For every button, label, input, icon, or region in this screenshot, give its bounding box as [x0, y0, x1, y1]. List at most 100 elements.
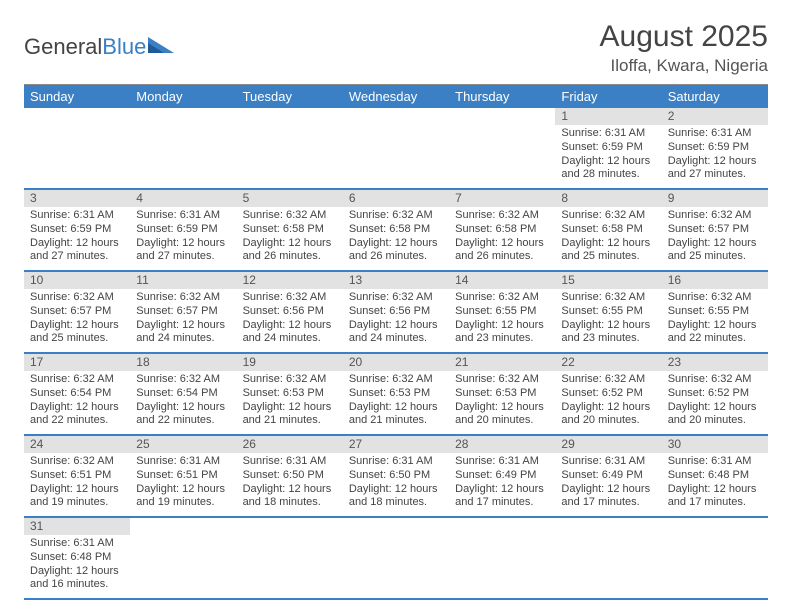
- calendar-day-cell: 11Sunrise: 6:32 AMSunset: 6:57 PMDayligh…: [130, 271, 236, 353]
- calendar-day-cell: [237, 108, 343, 189]
- sunset-text: Sunset: 6:55 PM: [561, 305, 655, 319]
- sunrise-text: Sunrise: 6:32 AM: [243, 209, 337, 223]
- calendar-day-cell: 18Sunrise: 6:32 AMSunset: 6:54 PMDayligh…: [130, 353, 236, 435]
- day-info: Sunrise: 6:31 AMSunset: 6:49 PMDaylight:…: [449, 453, 555, 516]
- sunrise-text: Sunrise: 6:31 AM: [243, 455, 337, 469]
- day-info: Sunrise: 6:32 AMSunset: 6:58 PMDaylight:…: [449, 207, 555, 270]
- weekday-header-row: Sunday Monday Tuesday Wednesday Thursday…: [24, 85, 768, 108]
- daylight-text: Daylight: 12 hours and 26 minutes.: [349, 237, 443, 265]
- weekday-header: Tuesday: [237, 85, 343, 108]
- daylight-text: Daylight: 12 hours and 19 minutes.: [30, 483, 124, 511]
- sunrise-text: Sunrise: 6:32 AM: [30, 455, 124, 469]
- calendar-day-cell: 2Sunrise: 6:31 AMSunset: 6:59 PMDaylight…: [662, 108, 768, 189]
- calendar-day-cell: 9Sunrise: 6:32 AMSunset: 6:57 PMDaylight…: [662, 189, 768, 271]
- sunrise-text: Sunrise: 6:32 AM: [136, 291, 230, 305]
- daylight-text: Daylight: 12 hours and 17 minutes.: [561, 483, 655, 511]
- sunset-text: Sunset: 6:49 PM: [561, 469, 655, 483]
- calendar-day-cell: [343, 517, 449, 599]
- day-number: 22: [555, 354, 661, 371]
- calendar-day-cell: 8Sunrise: 6:32 AMSunset: 6:58 PMDaylight…: [555, 189, 661, 271]
- calendar-day-cell: 21Sunrise: 6:32 AMSunset: 6:53 PMDayligh…: [449, 353, 555, 435]
- sunset-text: Sunset: 6:54 PM: [136, 387, 230, 401]
- sunrise-text: Sunrise: 6:32 AM: [136, 373, 230, 387]
- sunrise-text: Sunrise: 6:31 AM: [455, 455, 549, 469]
- calendar-day-cell: 5Sunrise: 6:32 AMSunset: 6:58 PMDaylight…: [237, 189, 343, 271]
- sunset-text: Sunset: 6:51 PM: [136, 469, 230, 483]
- sunset-text: Sunset: 6:54 PM: [30, 387, 124, 401]
- calendar-day-cell: [662, 517, 768, 599]
- daylight-text: Daylight: 12 hours and 20 minutes.: [561, 401, 655, 429]
- calendar-day-cell: 17Sunrise: 6:32 AMSunset: 6:54 PMDayligh…: [24, 353, 130, 435]
- sunset-text: Sunset: 6:56 PM: [349, 305, 443, 319]
- day-info: Sunrise: 6:31 AMSunset: 6:59 PMDaylight:…: [130, 207, 236, 270]
- day-number: 1: [555, 108, 661, 125]
- weekday-header: Saturday: [662, 85, 768, 108]
- calendar-body: 1 Sunrise: 6:31 AMSunset: 6:59 PMDaylight…: [24, 108, 768, 599]
- daylight-text: Daylight: 12 hours and 27 minutes.: [136, 237, 230, 265]
- sunrise-text: Sunrise: 6:32 AM: [243, 373, 337, 387]
- day-info: Sunrise: 6:31 AMSunset: 6:51 PMDaylight:…: [130, 453, 236, 516]
- sunset-text: Sunset: 6:55 PM: [668, 305, 762, 319]
- title-block: August 2025 Iloffa, Kwara, Nigeria: [600, 20, 768, 76]
- daylight-text: Daylight: 12 hours and 24 minutes.: [243, 319, 337, 347]
- sunrise-text: Sunrise: 6:32 AM: [455, 373, 549, 387]
- sunrise-text: Sunrise: 6:31 AM: [668, 455, 762, 469]
- calendar-day-cell: 6Sunrise: 6:32 AMSunset: 6:58 PMDaylight…: [343, 189, 449, 271]
- calendar-day-cell: 3Sunrise: 6:31 AMSunset: 6:59 PMDaylight…: [24, 189, 130, 271]
- day-info: Sunrise: 6:32 AMSunset: 6:53 PMDaylight:…: [449, 371, 555, 434]
- sunrise-text: Sunrise: 6:32 AM: [349, 209, 443, 223]
- day-number: 25: [130, 436, 236, 453]
- daylight-text: Daylight: 12 hours and 17 minutes.: [455, 483, 549, 511]
- sunset-text: Sunset: 6:48 PM: [668, 469, 762, 483]
- sunset-text: Sunset: 6:58 PM: [455, 223, 549, 237]
- sunset-text: Sunset: 6:57 PM: [668, 223, 762, 237]
- day-number: 28: [449, 436, 555, 453]
- calendar-day-cell: 12Sunrise: 6:32 AMSunset: 6:56 PMDayligh…: [237, 271, 343, 353]
- calendar-table: Sunday Monday Tuesday Wednesday Thursday…: [24, 85, 768, 600]
- calendar-day-cell: 31Sunrise: 6:31 AMSunset: 6:48 PMDayligh…: [24, 517, 130, 599]
- day-info: Sunrise: 6:31 AMSunset: 6:59 PMDaylight:…: [24, 207, 130, 270]
- day-info: Sunrise: 6:32 AMSunset: 6:55 PMDaylight:…: [449, 289, 555, 352]
- weekday-header: Friday: [555, 85, 661, 108]
- flag-icon: [148, 37, 174, 55]
- daylight-text: Daylight: 12 hours and 23 minutes.: [455, 319, 549, 347]
- calendar-day-cell: 1Sunrise: 6:31 AMSunset: 6:59 PMDaylight…: [555, 108, 661, 189]
- sunset-text: Sunset: 6:58 PM: [243, 223, 337, 237]
- daylight-text: Daylight: 12 hours and 21 minutes.: [349, 401, 443, 429]
- daylight-text: Daylight: 12 hours and 26 minutes.: [455, 237, 549, 265]
- day-info: Sunrise: 6:32 AMSunset: 6:52 PMDaylight:…: [555, 371, 661, 434]
- sunrise-text: Sunrise: 6:31 AM: [30, 209, 124, 223]
- sunset-text: Sunset: 6:58 PM: [561, 223, 655, 237]
- daylight-text: Daylight: 12 hours and 22 minutes.: [136, 401, 230, 429]
- day-number: 11: [130, 272, 236, 289]
- day-info: Sunrise: 6:32 AMSunset: 6:57 PMDaylight:…: [24, 289, 130, 352]
- daylight-text: Daylight: 12 hours and 27 minutes.: [668, 155, 762, 183]
- day-info: Sunrise: 6:31 AMSunset: 6:48 PMDaylight:…: [662, 453, 768, 516]
- daylight-text: Daylight: 12 hours and 17 minutes.: [668, 483, 762, 511]
- day-number: 23: [662, 354, 768, 371]
- sunset-text: Sunset: 6:55 PM: [455, 305, 549, 319]
- sunrise-text: Sunrise: 6:32 AM: [668, 291, 762, 305]
- calendar-week-row: 31Sunrise: 6:31 AMSunset: 6:48 PMDayligh…: [24, 517, 768, 599]
- day-number: 27: [343, 436, 449, 453]
- calendar-day-cell: 29Sunrise: 6:31 AMSunset: 6:49 PMDayligh…: [555, 435, 661, 517]
- day-number: 12: [237, 272, 343, 289]
- sunset-text: Sunset: 6:49 PM: [455, 469, 549, 483]
- sunset-text: Sunset: 6:53 PM: [243, 387, 337, 401]
- sunrise-text: Sunrise: 6:31 AM: [136, 455, 230, 469]
- day-number: 26: [237, 436, 343, 453]
- day-info: Sunrise: 6:32 AMSunset: 6:57 PMDaylight:…: [130, 289, 236, 352]
- day-number: 19: [237, 354, 343, 371]
- calendar-day-cell: [343, 108, 449, 189]
- day-info: Sunrise: 6:32 AMSunset: 6:58 PMDaylight:…: [555, 207, 661, 270]
- calendar-week-row: 10Sunrise: 6:32 AMSunset: 6:57 PMDayligh…: [24, 271, 768, 353]
- calendar-day-cell: 23Sunrise: 6:32 AMSunset: 6:52 PMDayligh…: [662, 353, 768, 435]
- day-info: Sunrise: 6:32 AMSunset: 6:56 PMDaylight:…: [237, 289, 343, 352]
- weekday-header: Sunday: [24, 85, 130, 108]
- day-number: 30: [662, 436, 768, 453]
- day-number: 8: [555, 190, 661, 207]
- sunrise-text: Sunrise: 6:31 AM: [30, 537, 124, 551]
- weekday-header: Thursday: [449, 85, 555, 108]
- header: GeneralBlue August 2025 Iloffa, Kwara, N…: [24, 20, 768, 76]
- weekday-header: Wednesday: [343, 85, 449, 108]
